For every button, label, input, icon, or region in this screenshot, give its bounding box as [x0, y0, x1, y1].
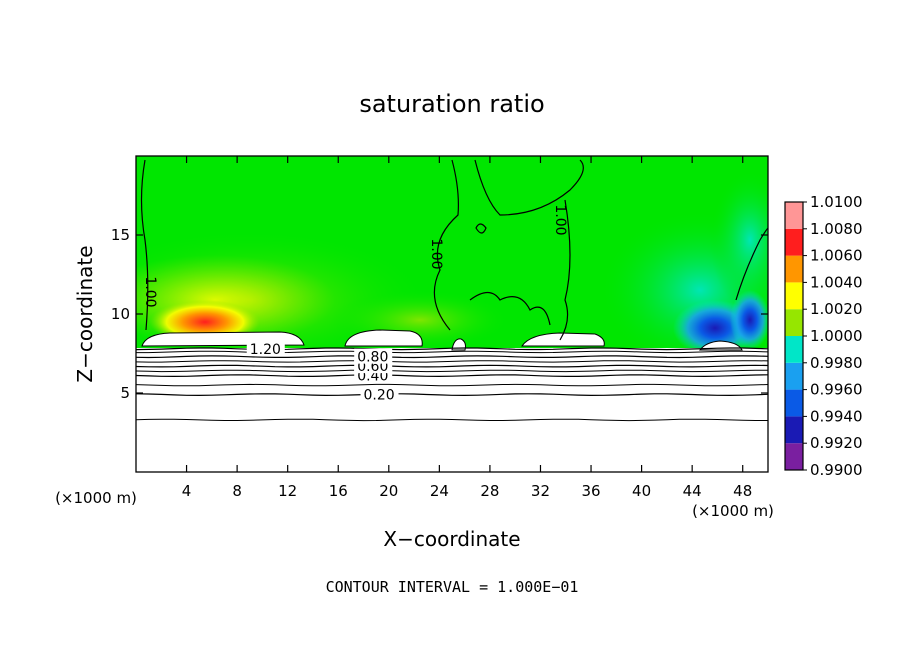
- colorbar-segment: [785, 202, 803, 229]
- contour-line: [135, 355, 769, 359]
- contour-lines: [140, 159, 768, 341]
- colorbar-segment: [785, 255, 803, 283]
- contour-label-1-00: 1.00: [142, 276, 158, 307]
- contour-line: [136, 350, 769, 354]
- colorbar-label: 1.0080: [810, 220, 863, 238]
- colorbar-label: 0.9900: [810, 461, 863, 479]
- contour-line-1-00: [140, 159, 149, 331]
- contour-label-bg: [246, 340, 285, 356]
- contour-line-1-00: [474, 159, 584, 216]
- x-tick-label: 32: [531, 482, 550, 500]
- cloud-patch: [344, 329, 423, 347]
- contour-line: [135, 360, 769, 363]
- cloud-patch: [451, 338, 466, 351]
- contour-line-1-00: [475, 223, 487, 234]
- contour-label-1-00: 1.00: [428, 238, 444, 269]
- contour-line: [135, 393, 769, 397]
- colorbar: 0.9900 0.9920 0.9940 0.9960 0.9980 1.0000 1.00…: [784, 193, 863, 479]
- colorbar-label: 1.0000: [810, 327, 863, 345]
- contour-line-1-00: [559, 199, 571, 341]
- colorbar-segment: [785, 228, 803, 256]
- y-axis: 5 10 15: [111, 226, 768, 402]
- contour-line: [135, 347, 769, 351]
- x-tick-label: 4: [182, 482, 192, 500]
- contour-line-1-00: [433, 159, 459, 331]
- contour-label: 1.20: [250, 342, 281, 358]
- colorbar-label: 1.0040: [810, 273, 863, 291]
- colorbar-segment: [785, 443, 803, 470]
- level-labels: 0.200.400.600.801.20: [246, 340, 399, 404]
- x-tick-label: 24: [430, 482, 449, 500]
- colorbar-label: 1.0060: [810, 247, 863, 265]
- x-tick-label: 8: [232, 482, 242, 500]
- contour-label: 0.80: [357, 350, 388, 366]
- colorbar-segment: [785, 336, 803, 363]
- x-tick-label: 36: [581, 482, 600, 500]
- x-tick-label: 12: [278, 482, 297, 500]
- x-axis-title: X−coordinate: [383, 527, 520, 551]
- level-contours: [135, 347, 769, 422]
- contour-label-bg: [354, 348, 393, 364]
- colorbar-label: 0.9980: [810, 354, 863, 372]
- colorbar-segment: [785, 362, 803, 390]
- x-tick-label: 16: [329, 482, 348, 500]
- colorbar-label: 0.9940: [810, 407, 863, 425]
- contour-line-1-00: [735, 227, 768, 301]
- colorbar-label: 1.0020: [810, 300, 863, 318]
- chart-title: saturation ratio: [359, 90, 544, 118]
- field-subsaturated-region-2: [730, 290, 768, 350]
- colorbar-label: 0.9920: [810, 434, 863, 452]
- contour-line: [135, 364, 769, 368]
- contour-line: [135, 418, 768, 422]
- colorbar-segment: [785, 389, 803, 417]
- contour-label-1-00: 1.00: [552, 204, 568, 235]
- y-axis-title: Z−coordinate: [73, 245, 97, 382]
- y-unit-label: (×1000 m): [55, 489, 137, 507]
- x-tick-label: 48: [733, 482, 752, 500]
- contour-label-bg: [360, 386, 399, 402]
- y-tick-label: 5: [120, 384, 130, 402]
- x-tick-label: 28: [480, 482, 499, 500]
- colorbar-segment: [785, 309, 803, 336]
- y-tick-label: 15: [111, 226, 130, 244]
- cloud-patch: [521, 332, 605, 347]
- field-lower-layer: [136, 348, 768, 472]
- field-layer: [136, 156, 768, 472]
- x-tick-label: 20: [379, 482, 398, 500]
- contour-label: 0.20: [364, 388, 395, 404]
- colorbar-segment: [785, 416, 803, 444]
- x-axis: 4 8 12 16 20 24 28 32 36 40 44 48: [182, 156, 752, 500]
- colorbar-label: 0.9960: [810, 381, 863, 399]
- contour-interval-note: CONTOUR INTERVAL = 1.000E−01: [326, 578, 579, 596]
- contour-line-1-00: [469, 291, 551, 326]
- x-tick-label: 44: [683, 482, 702, 500]
- y-tick-label: 10: [111, 305, 130, 323]
- colorbar-label: 1.0100: [810, 193, 863, 211]
- x-unit-label: (×1000 m): [692, 502, 774, 520]
- contour-line: [135, 383, 769, 387]
- x-tick-label: 40: [632, 482, 651, 500]
- field-cyan-region-2: [710, 170, 768, 310]
- contour-line: [135, 369, 768, 373]
- contour-line: [135, 374, 769, 378]
- colorbar-segment: [785, 282, 803, 310]
